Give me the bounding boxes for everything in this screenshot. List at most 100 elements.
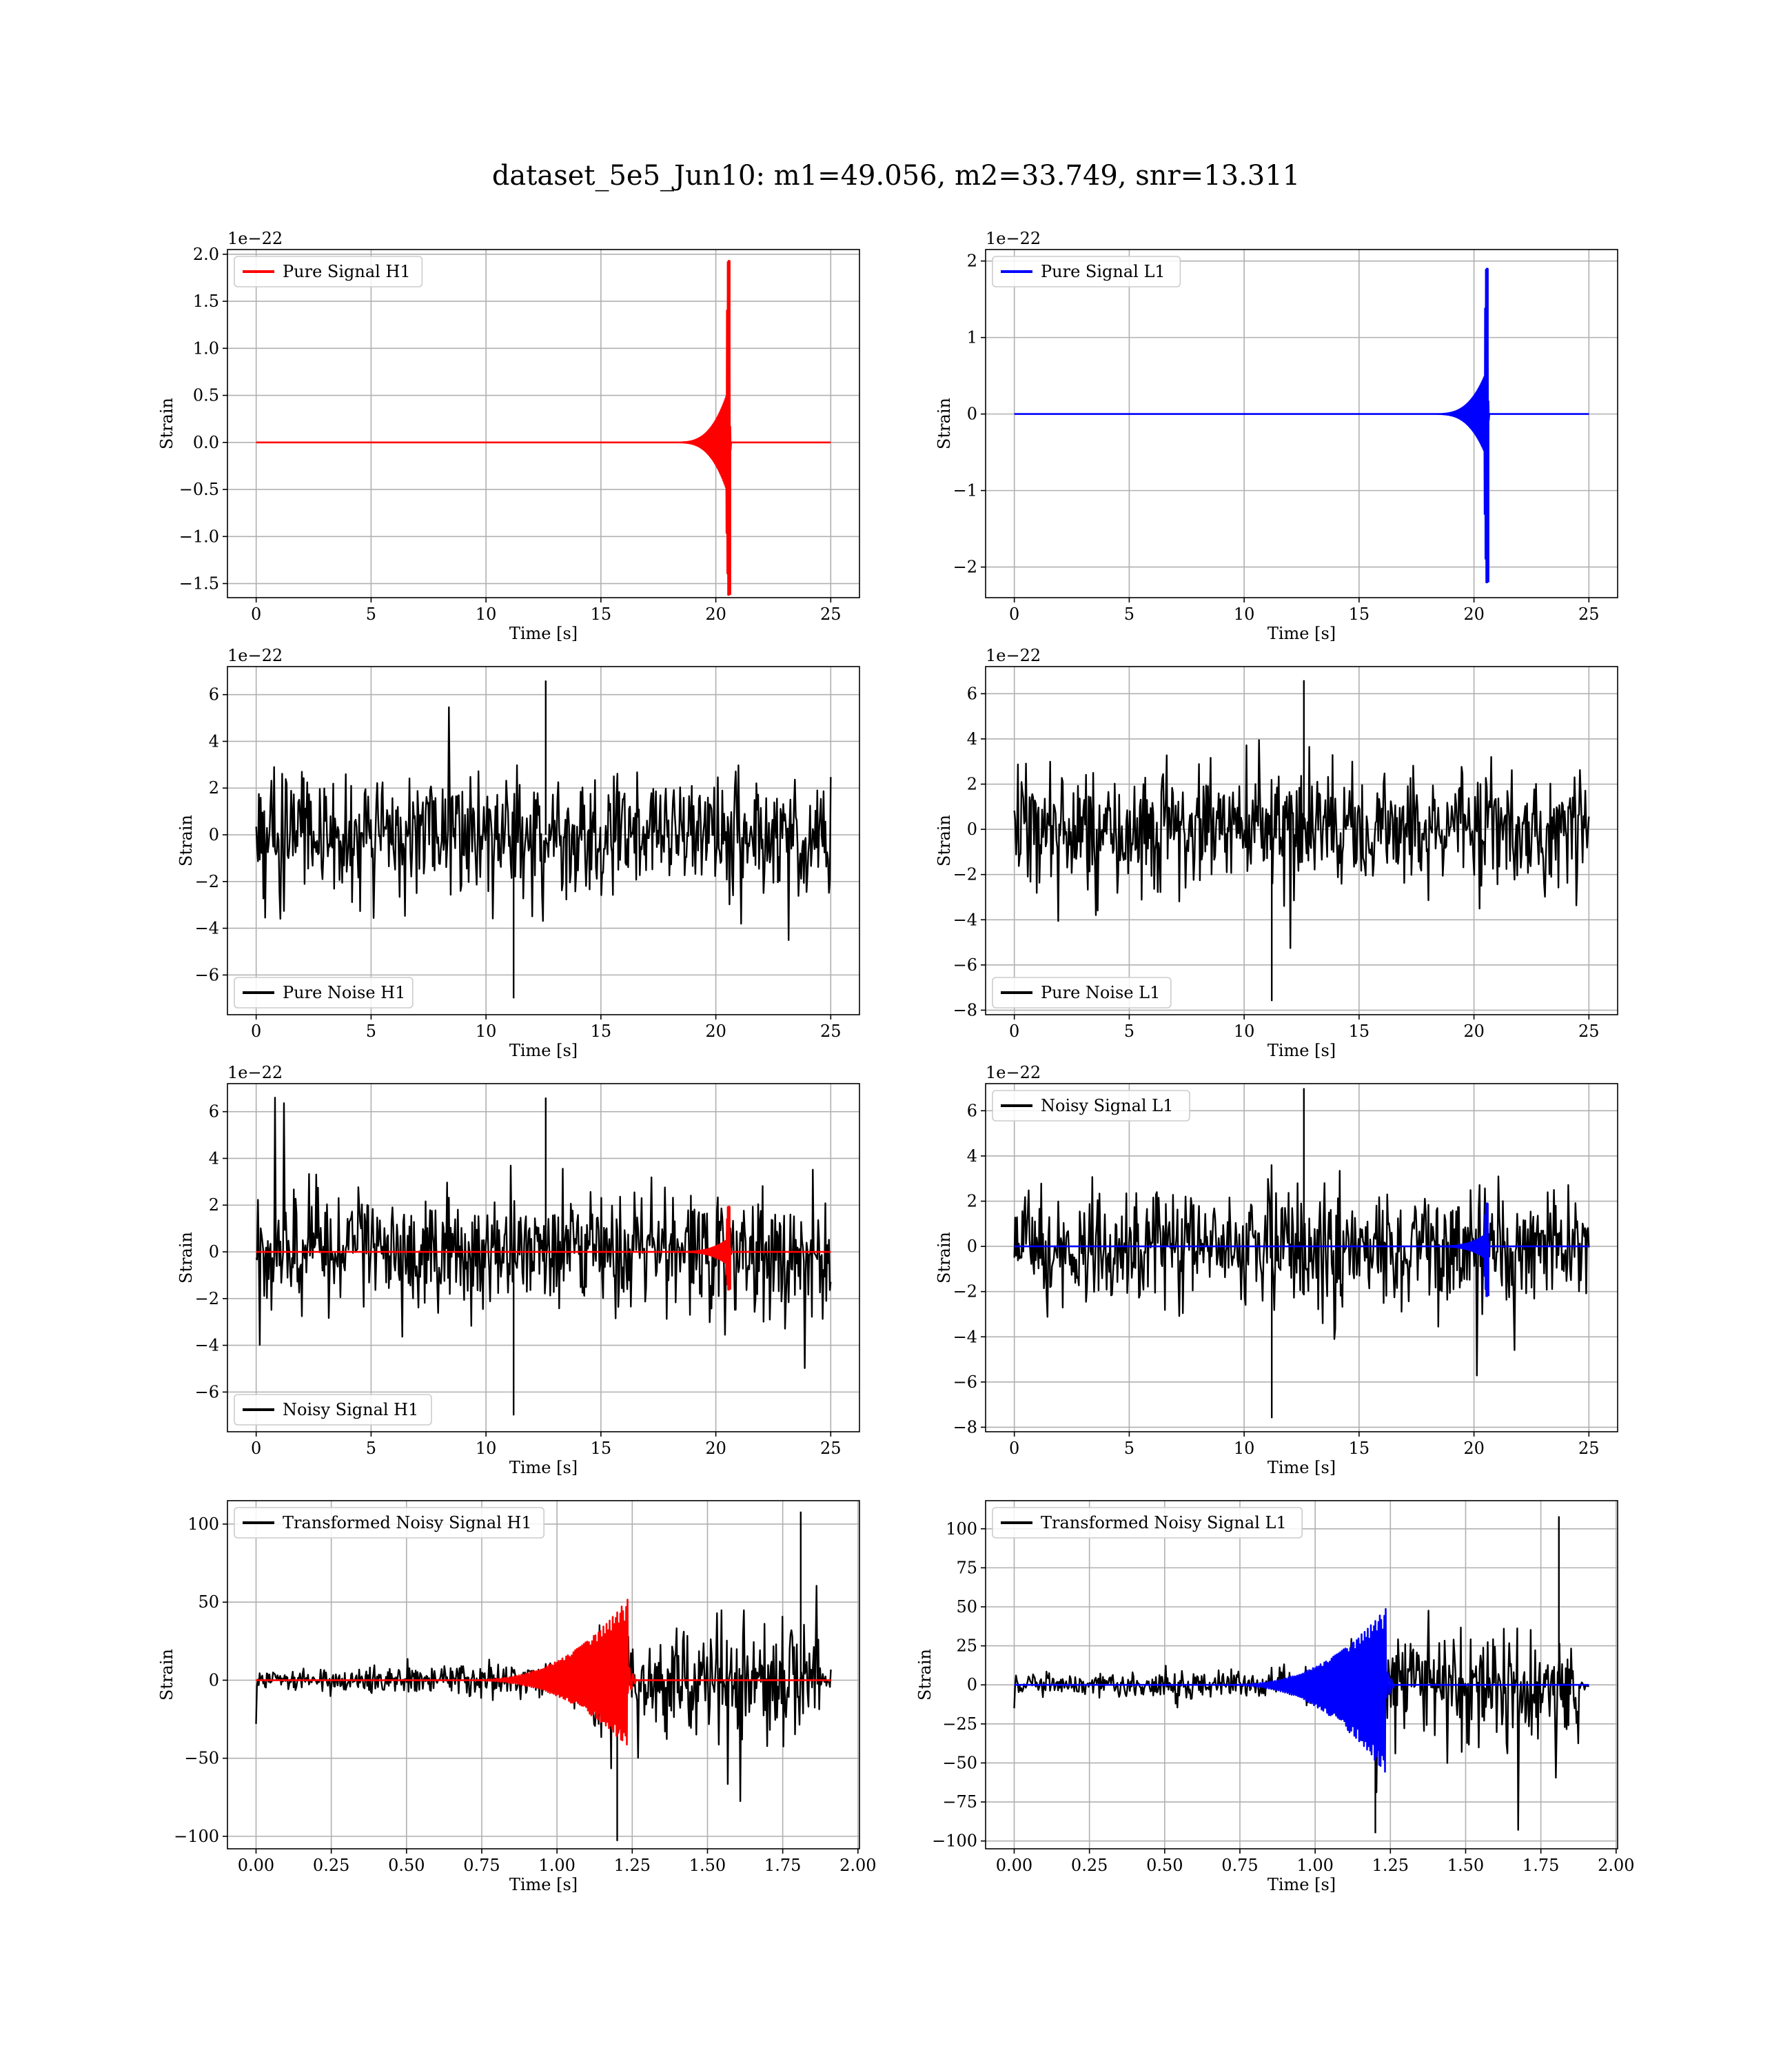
- x-tick-label: 20: [1463, 1022, 1485, 1041]
- y-tick-label: −25: [942, 1714, 977, 1734]
- y-tick-label: 0.5: [193, 386, 219, 405]
- legend: Transformed Noisy Signal H1: [234, 1507, 545, 1539]
- y-tick-label: 0: [967, 405, 977, 424]
- y-tick-label: −1: [953, 481, 977, 500]
- x-axis-label: Time [s]: [509, 1875, 578, 1894]
- y-tick-label: 6: [209, 685, 219, 704]
- y-tick-label: −75: [942, 1792, 977, 1812]
- y-tick-label: −50: [942, 1753, 977, 1772]
- legend-frame: [234, 1507, 545, 1539]
- plot-area: [256, 260, 831, 596]
- legend-label: Pure Noise H1: [283, 983, 405, 1002]
- legend-label: Pure Noise L1: [1041, 983, 1160, 1002]
- y-tick-label: 2: [967, 252, 977, 271]
- y-tick-label: 2: [967, 775, 977, 794]
- x-tick-label: 1.50: [1447, 1856, 1484, 1875]
- x-tick-label: 5: [1124, 1439, 1134, 1458]
- x-tick-label: 0.00: [996, 1856, 1032, 1875]
- x-tick-label: 15: [1349, 1439, 1370, 1458]
- legend-frame: [234, 977, 414, 1008]
- series-line-transformed_chirp-1: [1013, 1608, 1590, 1773]
- x-tick-label: 10: [1234, 1022, 1255, 1041]
- legend: Pure Signal H1: [234, 256, 423, 287]
- series-line-pure-signal-h1: [256, 260, 831, 596]
- y-tick-label: 4: [209, 731, 219, 751]
- y-tick-label: 100: [946, 1519, 977, 1539]
- y-tick-label: 0.0: [193, 433, 219, 452]
- y-tick-label: 50: [956, 1597, 977, 1616]
- y-tick-label: 0: [967, 1675, 977, 1694]
- y-tick-label: 0: [209, 1670, 219, 1690]
- y-tick-label: −2: [195, 872, 219, 891]
- x-tick-label: 0.50: [388, 1856, 425, 1875]
- y-tick-label: −4: [195, 1336, 219, 1355]
- axes-frame: [985, 249, 1618, 598]
- x-tick-label: 25: [1578, 1439, 1600, 1458]
- axis-offset-label: 1e−22: [986, 1063, 1041, 1082]
- axis-offset-label: 1e−22: [986, 229, 1041, 248]
- subplot-noisy-signal-l1: 0 5 10 15 20 25 −8 −6 −4 −2 0 2 4 6 Time [s] Strain 1e−2…: [935, 1063, 1618, 1477]
- x-tick-label: 25: [1578, 1022, 1600, 1041]
- series-line-chirp-1: [1014, 1202, 1589, 1297]
- axes-frame: [985, 1500, 1618, 1849]
- x-tick-label: 5: [366, 1022, 376, 1041]
- axis-offset-label: 1e−22: [227, 646, 283, 665]
- legend-frame: [992, 1090, 1190, 1122]
- x-tick-label: 1.75: [1523, 1856, 1559, 1875]
- y-axis-label: Strain: [176, 1232, 196, 1284]
- subplot-pure-noise-l1: 0 5 10 15 20 25 −8 −6 −4 −2 0 2 4 6 Time [s] Strain 1e−2…: [935, 646, 1618, 1060]
- x-tick-label: 10: [1234, 605, 1255, 624]
- y-tick-label: −2: [953, 1282, 977, 1301]
- x-tick-label: 0: [251, 1439, 261, 1458]
- y-tick-label: 0: [967, 1237, 977, 1256]
- legend: Pure Signal L1: [992, 256, 1181, 287]
- x-tick-label: 0.75: [463, 1856, 500, 1875]
- x-tick-label: 5: [366, 605, 376, 624]
- y-tick-label: 4: [967, 729, 977, 749]
- grid-lines: [986, 1084, 1618, 1432]
- y-tick-label: 0: [209, 1242, 219, 1261]
- axis-offset-label: 1e−22: [227, 1063, 283, 1082]
- x-tick-label: 15: [591, 605, 612, 624]
- axes-frame: [985, 1083, 1618, 1432]
- x-tick-label: 20: [705, 1022, 726, 1041]
- legend: Noisy Signal H1: [234, 1394, 432, 1426]
- plot-area: [255, 680, 832, 999]
- y-tick-label: −4: [953, 910, 977, 929]
- x-tick-label: 15: [1349, 1022, 1370, 1041]
- axes-frame: [227, 249, 860, 598]
- legend-frame: [992, 256, 1181, 287]
- y-tick-label: 2: [209, 778, 219, 798]
- legend: Transformed Noisy Signal L1: [992, 1507, 1303, 1539]
- y-tick-label: 50: [198, 1592, 219, 1612]
- y-tick-label: −6: [195, 965, 219, 984]
- x-tick-label: 0.25: [1071, 1856, 1108, 1875]
- subplot-pure-signal-l1: 0 5 10 15 20 25 −2 −1 0 1 2 Time [s] Strain 1e−22Pure…: [935, 229, 1618, 643]
- series-line-noisy-signal-l1: [1013, 1088, 1590, 1419]
- plot-area: [255, 1511, 832, 1841]
- y-tick-label: 6: [967, 684, 977, 703]
- y-tick-label: −8: [953, 1000, 977, 1020]
- y-tick-label: −100: [932, 1832, 977, 1851]
- x-axis-label: Time [s]: [509, 624, 578, 643]
- plot-area: [1013, 680, 1590, 1002]
- x-tick-label: 1.25: [1372, 1856, 1409, 1875]
- x-tick-label: 1.00: [538, 1856, 575, 1875]
- subplot-noisy-signal-h1: 0 5 10 15 20 25 −6 −4 −2 0 2 4 6 Time [s] Strain 1e−22 N…: [176, 1063, 860, 1477]
- axes-frame: [227, 666, 860, 1015]
- axes-frame: [985, 666, 1618, 1015]
- series-line-chirp-1: [256, 1206, 831, 1291]
- legend-frame: [992, 977, 1172, 1008]
- y-axis-label: Strain: [935, 398, 954, 449]
- x-tick-label: 10: [476, 605, 497, 624]
- subplot-transformed-noisy-signal-h1: 0.00 0.25 0.50 0.75 1.00 1.25 1.50 1.75 2.00 −100…: [157, 1500, 877, 1894]
- x-tick-label: 10: [476, 1022, 497, 1041]
- x-tick-label: 25: [820, 1439, 842, 1458]
- axis-offset-label: 1e−22: [986, 646, 1041, 665]
- figure-title: dataset_5e5_Jun10: m1=49.056, m2=33.749,…: [492, 160, 1300, 192]
- x-tick-label: 20: [705, 1439, 726, 1458]
- x-tick-label: 15: [591, 1022, 612, 1041]
- grid-lines: [986, 250, 1618, 598]
- legend-label: Noisy Signal H1: [283, 1400, 418, 1419]
- x-tick-label: 0.50: [1146, 1856, 1183, 1875]
